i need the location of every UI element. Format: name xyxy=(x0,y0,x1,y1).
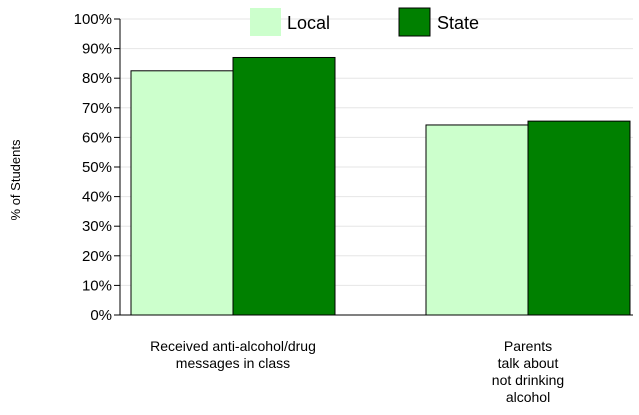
y-tick-label: 20% xyxy=(82,248,112,265)
y-tick-label: 10% xyxy=(82,277,112,294)
legend-swatch-local xyxy=(250,8,281,36)
y-tick-labels: 0% 10% 20% 30% 40% 50% 60% 70% 80% 90% 100% xyxy=(74,11,120,324)
y-tick-label: 0% xyxy=(90,307,112,324)
y-tick-label: 50% xyxy=(82,159,112,176)
y-tick-label: 30% xyxy=(82,218,112,235)
y-tick-label: 80% xyxy=(82,70,112,87)
bar-local-2 xyxy=(425,124,529,316)
y-axis-label: % of Students xyxy=(8,139,23,220)
y-tick-label: 100% xyxy=(74,11,112,28)
y-tick-label: 90% xyxy=(82,41,112,58)
category-labels: Received anti-alcohol/drug messages in cl… xyxy=(150,338,564,405)
bar-state-2 xyxy=(527,120,631,316)
y-tick-label: 40% xyxy=(82,189,112,206)
y-tick-label: 60% xyxy=(82,129,112,146)
bar-local-1 xyxy=(130,70,234,316)
y-tick-label: 70% xyxy=(82,100,112,117)
bar-state-1 xyxy=(232,56,336,316)
legend-label-local: Local xyxy=(287,13,330,33)
bars xyxy=(130,56,631,316)
legend: Local State xyxy=(250,7,479,37)
x-category-label: Parents talk about not drinking alcohol xyxy=(492,338,564,405)
legend-swatch-state xyxy=(398,7,431,37)
legend-label-state: State xyxy=(437,13,479,33)
x-category-label: Received anti-alcohol/drug messages in cl… xyxy=(150,338,316,371)
